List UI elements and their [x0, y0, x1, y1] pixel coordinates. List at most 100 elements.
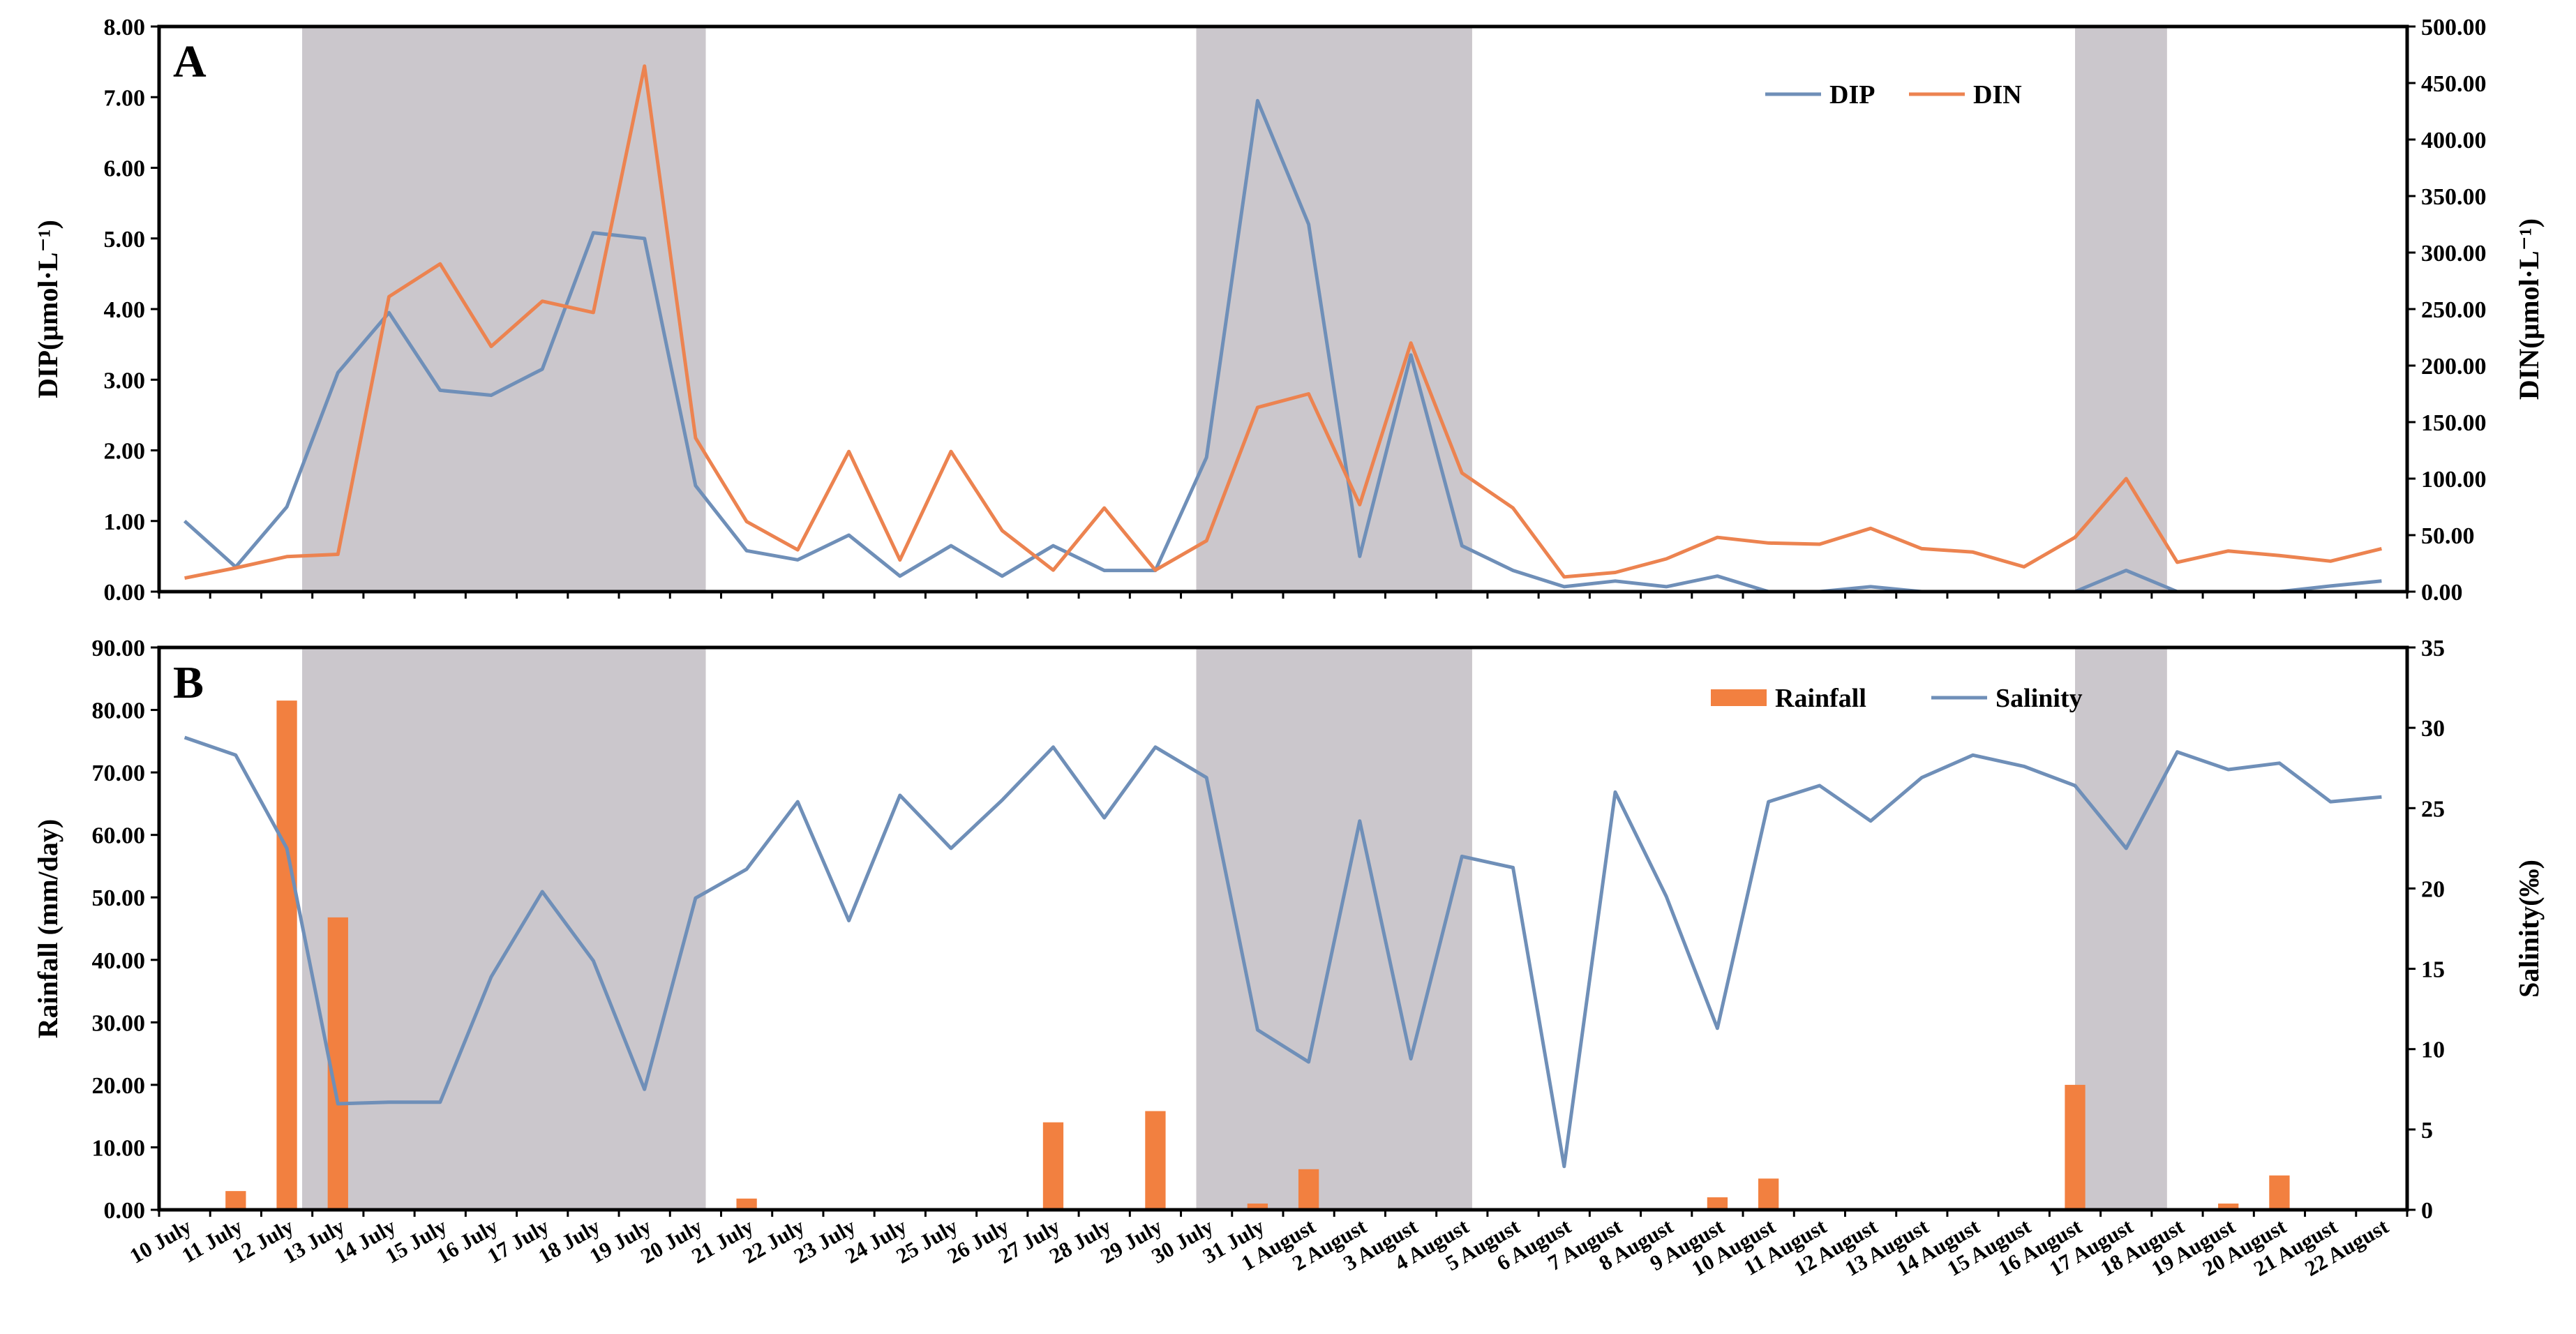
plot-frame: [157, 645, 2409, 1212]
left-tick-label: 90.00: [92, 636, 146, 661]
dip-point: [899, 575, 901, 577]
salinity-point: [1052, 746, 1054, 748]
din-point: [1665, 558, 1668, 560]
din-point: [592, 311, 594, 313]
din-point: [541, 300, 544, 302]
salinity-point: [1358, 820, 1361, 822]
right-axis-title: DIN(μmol·L⁻¹): [2513, 218, 2545, 400]
din-point: [1103, 507, 1105, 509]
right-tick-label: 35: [2421, 636, 2445, 661]
salinity-point: [1410, 1058, 1412, 1060]
din-point: [1001, 530, 1003, 532]
right-tick-label: 300.00: [2421, 241, 2487, 267]
shaded-period-1: [302, 647, 706, 1210]
din-point: [2330, 560, 2332, 562]
din-point: [2227, 550, 2229, 552]
salinity-point: [1461, 855, 1463, 857]
din-point: [2381, 548, 2383, 550]
right-tick-label: 0.00: [2421, 580, 2463, 606]
din-point: [1410, 342, 1412, 344]
dip-point: [1257, 100, 1259, 102]
legend-din-label: DIN: [1973, 80, 2022, 110]
right-tick-label: 20: [2421, 876, 2445, 902]
dip-point: [439, 389, 441, 391]
rainfall-bar: [2269, 1175, 2290, 1210]
right-tick-label: 200.00: [2421, 354, 2487, 380]
salinity-point: [2227, 769, 2229, 771]
panel-a: 0.00 1.00 2.00 3.00 4.00 5.00 6.00 7.00 8.00 0.00…: [32, 15, 2545, 606]
dip-point: [1461, 545, 1463, 547]
shaded-period-2: [1196, 647, 1472, 1210]
din-point: [643, 65, 645, 67]
left-tick-label: 6.00: [104, 156, 146, 182]
din-point: [1972, 551, 1974, 553]
right-tick-label: 0: [2421, 1198, 2433, 1224]
din-line: [184, 64, 2382, 580]
din-point: [950, 451, 952, 453]
dip-point: [1410, 354, 1412, 356]
dip-point: [490, 394, 492, 396]
din-point: [694, 437, 696, 439]
salinity-point: [746, 868, 748, 870]
left-tick-label: 8.00: [104, 15, 146, 40]
din-point: [1870, 527, 1872, 530]
din-point: [899, 559, 901, 561]
right-tick-label: 100.00: [2421, 467, 2487, 493]
din-point: [388, 296, 390, 298]
din-point: [2125, 478, 2127, 480]
rainfall-bar: [2218, 1204, 2239, 1210]
dip-point: [797, 559, 799, 561]
legend-rainfall-label: Rainfall: [1775, 684, 1866, 713]
salinity-point: [848, 920, 850, 922]
right-tick-label: 5: [2421, 1118, 2433, 1144]
left-axis-title: Rainfall (mm/day): [32, 819, 63, 1038]
salinity-point: [2278, 762, 2280, 764]
salinity-point: [184, 736, 186, 738]
dip-point: [1206, 456, 1208, 458]
shaded-period-2: [1196, 27, 1472, 592]
rainfall-bar: [736, 1198, 757, 1210]
din-point: [337, 553, 339, 555]
din-point: [234, 567, 237, 569]
dip-point: [337, 372, 339, 374]
din-point: [184, 577, 186, 579]
salinity-point: [592, 960, 594, 962]
din-point: [1358, 504, 1361, 506]
din-point: [2278, 555, 2280, 557]
salinity-point: [2023, 765, 2025, 767]
din-point: [848, 451, 850, 453]
left-tick-label: 0.00: [104, 580, 146, 606]
dip-point: [1614, 580, 1616, 582]
din-point: [2023, 566, 2025, 568]
dip-point: [746, 550, 748, 552]
din-point: [746, 520, 748, 523]
right-tick-label: 50.00: [2421, 523, 2475, 549]
plot-frame: [157, 24, 2409, 594]
din-point: [1512, 507, 1514, 509]
rainfall-bar: [1707, 1197, 1728, 1210]
salinity-point: [439, 1101, 441, 1103]
right-tick-label: 500.00: [2421, 15, 2487, 40]
salinity-point: [643, 1088, 645, 1091]
left-axis-title: DIP(μmol·L⁻¹): [32, 220, 63, 398]
salinity-point: [1257, 1029, 1259, 1031]
dip-point: [643, 237, 645, 239]
salinity-point: [1512, 867, 1514, 869]
left-tick-label: 80.00: [92, 698, 146, 724]
right-axis-title: Salinity(‰): [2513, 860, 2545, 998]
rainfall-bar: [1298, 1169, 1319, 1210]
dip-point: [1563, 585, 1565, 587]
right-tick-label: 350.00: [2421, 184, 2487, 210]
left-tick-label: 20.00: [92, 1073, 146, 1099]
dip-point: [1716, 575, 1718, 577]
dip-point: [184, 520, 186, 522]
right-tick-label: 10: [2421, 1037, 2445, 1063]
rainfall-bar: [1758, 1178, 1779, 1210]
din-point: [1052, 569, 1054, 571]
dip-point: [848, 534, 850, 537]
dip-point: [1665, 585, 1668, 587]
salinity-point: [1206, 777, 1208, 779]
panel-label: A: [173, 36, 207, 87]
left-tick-label: 70.00: [92, 760, 146, 786]
salinity-point: [1921, 777, 1923, 779]
